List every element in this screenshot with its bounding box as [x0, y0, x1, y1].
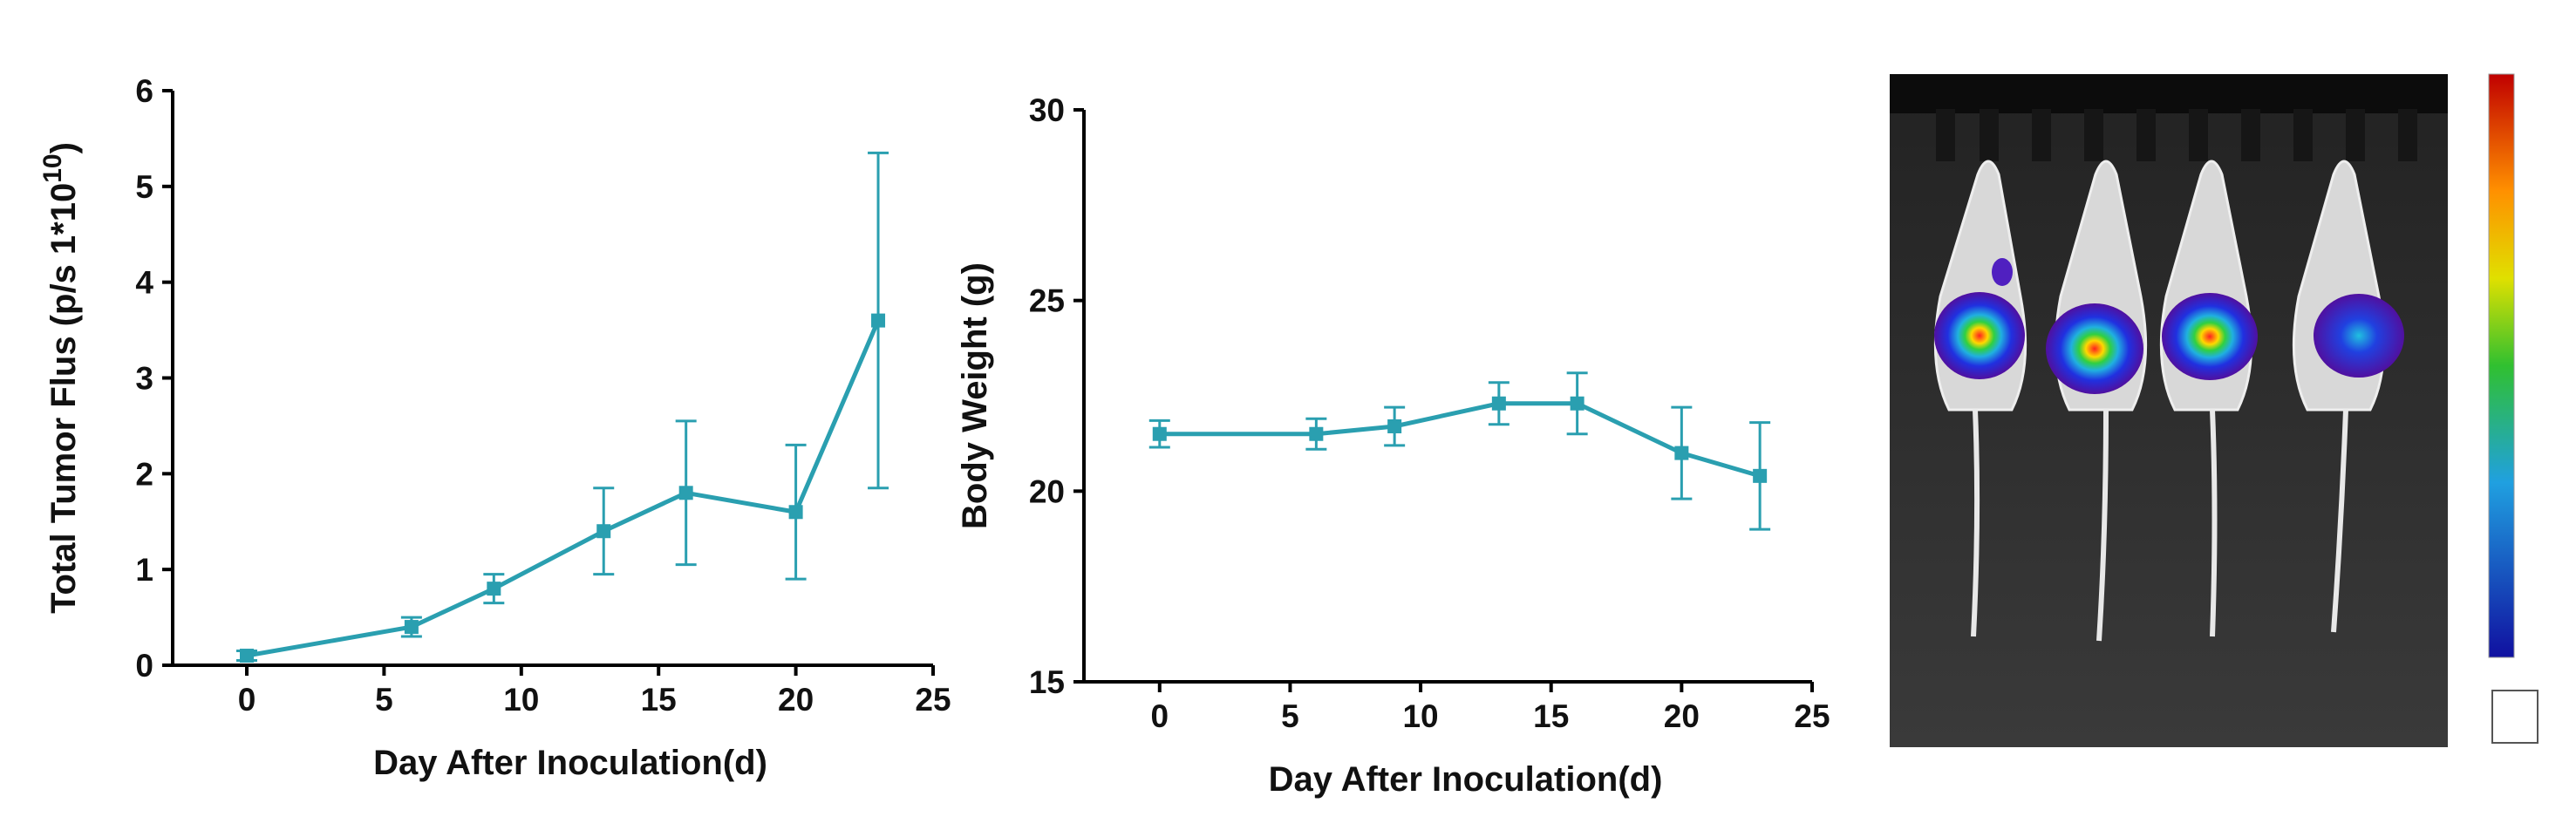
data-point	[596, 524, 611, 539]
data-point	[788, 505, 803, 520]
y-tick-label: 0	[135, 648, 153, 684]
x-tick-label: 0	[1151, 698, 1169, 734]
y-axis-label: Total Tumor Flus (p/s 1*1010)	[38, 142, 83, 614]
y-axis-label-suffix: )	[44, 142, 83, 153]
y-axis-label-text: Total Tumor Flus (p/s 1*10	[44, 183, 83, 614]
x-tick-label: 5	[375, 682, 393, 718]
y-tick-label: 2	[135, 456, 153, 492]
data-point	[1570, 396, 1584, 411]
y-tick-label: 20	[1029, 473, 1065, 509]
x-tick-label: 20	[778, 682, 814, 718]
y-tick-label: 3	[135, 361, 153, 397]
y-axis-label: Body Weight (g)	[956, 262, 994, 529]
data-point	[1387, 418, 1402, 433]
data-point	[487, 582, 501, 596]
imaging-photo	[1890, 73, 2539, 747]
x-tick-label: 20	[1664, 698, 1700, 734]
data-point	[1309, 426, 1324, 441]
data-point	[1674, 446, 1689, 460]
data-point	[1491, 396, 1506, 411]
x-axis-label: Day After Inoculation(d)	[1269, 760, 1663, 799]
data-point	[678, 486, 693, 500]
y-axis-label-superscript: 10	[38, 153, 67, 182]
y-tick-label: 5	[135, 169, 153, 205]
data-line	[1159, 401, 1761, 479]
y-tick-label: 6	[135, 73, 153, 109]
y-axis-label-text: Body Weight (g)	[956, 262, 994, 529]
x-tick-label: 15	[1533, 698, 1569, 734]
x-tick-label: 0	[238, 682, 256, 718]
y-tick-label: 1	[135, 552, 153, 588]
x-tick-label: 25	[1794, 698, 1830, 734]
y-tick-label: 4	[135, 265, 153, 301]
data-point	[239, 649, 254, 663]
x-tick-label: 15	[641, 682, 677, 718]
x-tick-label: 10	[503, 682, 539, 718]
y-tick-label: 15	[1029, 664, 1065, 700]
data-line	[246, 319, 881, 658]
data-point	[1753, 468, 1768, 483]
x-tick-label: 25	[915, 682, 951, 718]
x-tick-label: 5	[1281, 698, 1299, 734]
data-point	[404, 620, 419, 635]
x-tick-label: 10	[1402, 698, 1438, 734]
data-point	[1152, 426, 1167, 441]
y-tick-label: 25	[1029, 283, 1065, 319]
y-tick-label: 30	[1029, 92, 1065, 128]
x-axis-label: Day After Inoculation(d)	[373, 744, 767, 782]
data-point	[871, 313, 886, 328]
